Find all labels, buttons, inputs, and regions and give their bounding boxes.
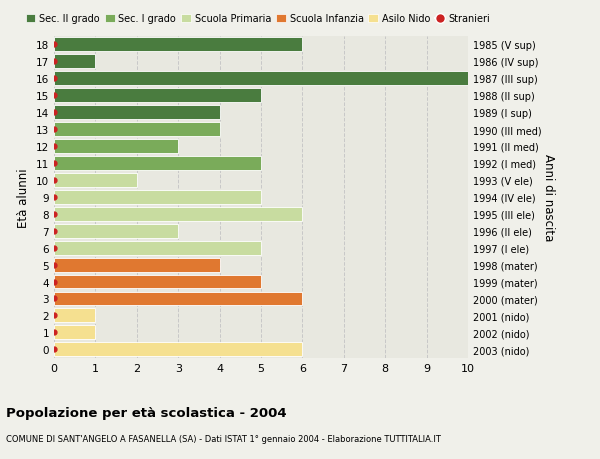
Legend: Sec. II grado, Sec. I grado, Scuola Primaria, Scuola Infanzia, Asilo Nido, Stran: Sec. II grado, Sec. I grado, Scuola Prim… — [26, 14, 491, 24]
Bar — [54, 241, 261, 255]
Bar — [54, 292, 302, 306]
Bar — [54, 55, 95, 69]
Bar — [54, 38, 302, 52]
Bar — [54, 174, 137, 187]
Text: COMUNE DI SANT'ANGELO A FASANELLA (SA) - Dati ISTAT 1° gennaio 2004 - Elaborazio: COMUNE DI SANT'ANGELO A FASANELLA (SA) -… — [6, 434, 441, 443]
Bar — [54, 275, 261, 289]
Bar — [54, 190, 261, 204]
Bar — [54, 326, 95, 340]
Bar — [54, 207, 302, 221]
Bar — [54, 258, 220, 272]
Bar — [54, 309, 95, 323]
Bar — [54, 106, 220, 120]
Text: Popolazione per età scolastica - 2004: Popolazione per età scolastica - 2004 — [6, 406, 287, 419]
Bar — [54, 72, 468, 86]
Bar — [54, 123, 220, 137]
Bar — [54, 224, 178, 238]
Bar — [54, 157, 261, 170]
Y-axis label: Età alunni: Età alunni — [17, 168, 31, 227]
Bar — [54, 89, 261, 103]
Y-axis label: Anni di nascita: Anni di nascita — [542, 154, 556, 241]
Bar — [54, 140, 178, 154]
Bar — [54, 342, 302, 357]
